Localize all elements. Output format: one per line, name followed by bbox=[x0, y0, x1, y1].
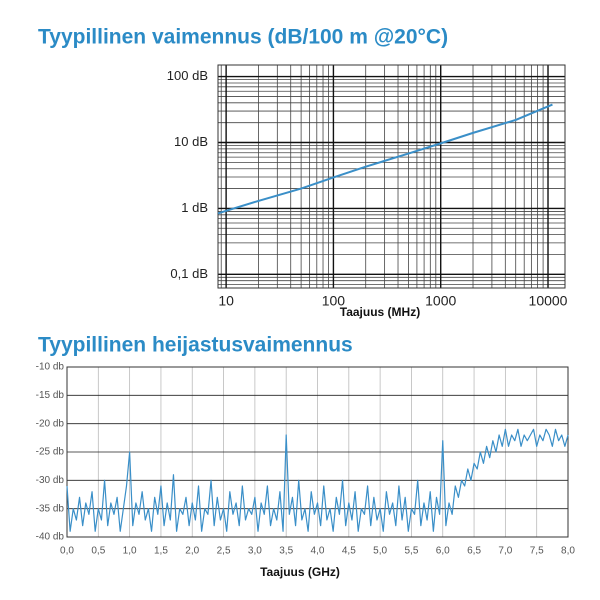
y-tick-label: -40 db bbox=[36, 532, 65, 543]
x-tick-label: 0,0 bbox=[60, 546, 74, 557]
plot-frame bbox=[217, 64, 566, 289]
chart-title: Tyypillinen vaimennus (dB/100 m @20°C) bbox=[38, 26, 448, 49]
y-tick-label: -35 db bbox=[36, 503, 65, 514]
x-tick-label: 5,5 bbox=[404, 546, 418, 557]
x-axis-label: Taajuus (GHz) bbox=[260, 565, 340, 579]
x-tick-label: 1000 bbox=[425, 293, 456, 309]
y-tick-label: -30 db bbox=[36, 475, 65, 486]
x-tick-label: 10000 bbox=[529, 293, 568, 309]
x-tick-label: 4,0 bbox=[311, 546, 325, 557]
y-tick-label: -10 db bbox=[36, 362, 65, 373]
y-tick-label: -25 db bbox=[36, 447, 65, 458]
x-tick-label: 2,0 bbox=[185, 546, 199, 557]
chart-title: Tyypillinen heijastusvaimennus bbox=[38, 334, 353, 357]
y-tick-label: 100 dB bbox=[167, 68, 208, 83]
x-tick-label: 3,5 bbox=[279, 546, 293, 557]
x-tick-label: 0,5 bbox=[91, 546, 105, 557]
x-tick-label: 7,0 bbox=[498, 546, 512, 557]
data-line bbox=[66, 428, 569, 532]
x-tick-label: 1,0 bbox=[123, 546, 137, 557]
data-line bbox=[217, 103, 553, 215]
x-tick-label: 7,5 bbox=[530, 546, 544, 557]
x-tick-label: 6,5 bbox=[467, 546, 481, 557]
y-tick-label: -15 db bbox=[36, 390, 65, 401]
x-axis-label: Taajuus (MHz) bbox=[340, 305, 420, 319]
x-tick-label: 4,5 bbox=[342, 546, 356, 557]
x-tick-label: 100 bbox=[322, 293, 346, 309]
x-tick-label: 2,5 bbox=[217, 546, 231, 557]
x-tick-label: 10 bbox=[218, 293, 234, 309]
x-tick-label: 6,0 bbox=[436, 546, 450, 557]
y-tick-label: -20 db bbox=[36, 418, 65, 429]
y-tick-label: 1 dB bbox=[181, 200, 208, 215]
x-tick-label: 5,0 bbox=[373, 546, 387, 557]
x-tick-label: 1,5 bbox=[154, 546, 168, 557]
y-tick-label: 10 dB bbox=[174, 134, 208, 149]
y-tick-label: 0,1 dB bbox=[170, 266, 208, 281]
x-tick-label: 3,0 bbox=[248, 546, 262, 557]
plot-frame bbox=[66, 366, 569, 538]
x-tick-label: 8,0 bbox=[561, 546, 575, 557]
